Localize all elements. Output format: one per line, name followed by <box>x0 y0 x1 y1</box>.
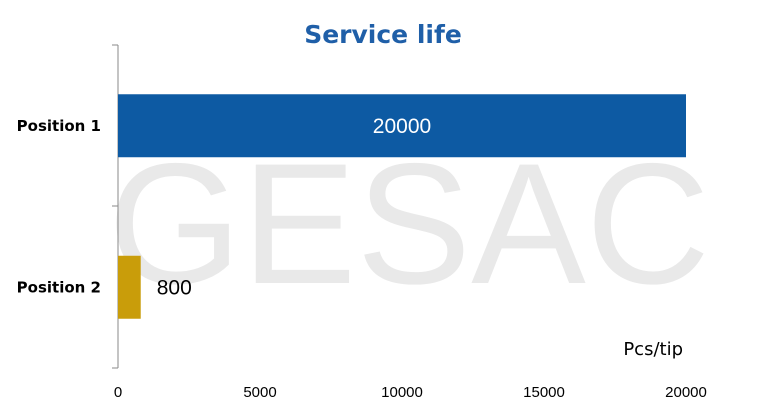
x-tick-label-2: 5000 <box>243 384 276 401</box>
unit-label: Pcs/tip <box>623 339 683 360</box>
watermark: GESAC <box>108 128 710 320</box>
x-tick-labels-group: 0 5000 10000 15000 20000 <box>114 384 707 401</box>
bar-1 <box>118 94 686 158</box>
data-label-1: 20000 <box>373 115 431 138</box>
x-tick-label-4: 15000 <box>523 384 565 401</box>
bars-group <box>118 94 686 319</box>
bar-2 <box>118 255 141 319</box>
x-tick-label-3: 10000 <box>381 384 423 401</box>
data-labels-group: 20000 800 <box>157 115 431 300</box>
x-tick-label-5: 20000 <box>665 384 707 401</box>
category-label-1: Position 1 <box>17 117 101 135</box>
data-label-2: 800 <box>157 276 192 299</box>
chart-title: Service life <box>304 20 462 49</box>
category-labels-group: Position 1 Position 2 <box>17 117 101 297</box>
x-tick-label-1: 0 <box>114 384 122 401</box>
category-label-2: Position 2 <box>17 278 101 296</box>
